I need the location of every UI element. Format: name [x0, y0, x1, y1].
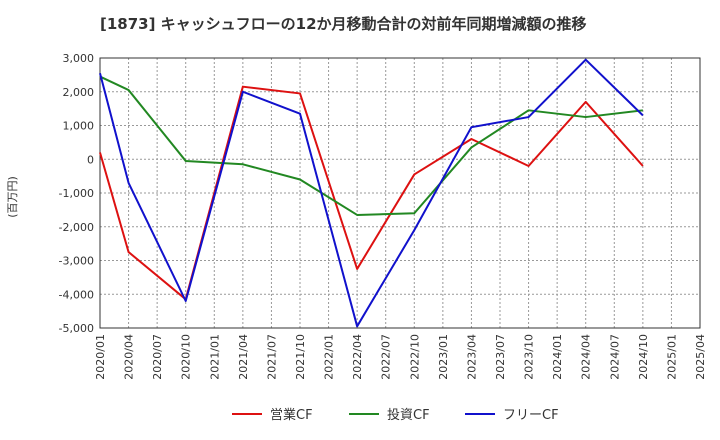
legend-label-1: 投資CF — [387, 407, 430, 423]
series-line-1 — [99, 75, 643, 216]
y-tick-label: 3,000 — [63, 52, 95, 65]
x-tick-label: 2021/04 — [237, 334, 250, 380]
x-tick-label: 2023/04 — [465, 334, 478, 380]
x-tick-label: 2020/07 — [151, 334, 164, 380]
series-line-2 — [99, 58, 644, 328]
y-axis-ticks: 3,000 2,000 1,000 0 -1,000 -2,000 -3,000 -4,000… — [59, 52, 94, 335]
y-axis-label: (百万円) — [6, 176, 19, 218]
x-tick-label: 2020/04 — [123, 334, 136, 380]
x-tick-label: 2022/07 — [380, 334, 393, 380]
y-tick-label: -1,000 — [59, 187, 94, 200]
x-tick-label: 2024/10 — [637, 334, 650, 380]
x-tick-label: 2024/07 — [608, 334, 621, 380]
x-tick-label: 2021/01 — [208, 334, 221, 380]
x-tick-label: 2022/10 — [408, 334, 421, 380]
y-tick-label: -2,000 — [59, 221, 94, 234]
x-tick-label: 2021/07 — [265, 334, 278, 380]
x-tick-label: 2021/10 — [294, 334, 307, 380]
series-line-0 — [99, 85, 644, 301]
x-axis-ticks: 2020/01 2020/04 2020/07 2020/10 2021/01 2021/… — [94, 334, 707, 380]
chart-title: [1873] キャッシュフローの12か月移動合計の対前年同期増減額の推移 — [100, 15, 587, 33]
y-tick-label: -4,000 — [59, 288, 94, 301]
x-tick-label: 2024/01 — [551, 334, 564, 380]
legend-label-0: 営業CF — [270, 407, 313, 423]
x-tick-label: 2023/10 — [523, 334, 536, 380]
x-tick-label: 2023/07 — [494, 334, 507, 380]
x-tick-label: 2022/04 — [351, 334, 364, 380]
y-tick-label: 2,000 — [63, 86, 95, 99]
x-tick-label: 2020/10 — [180, 334, 193, 380]
x-tick-label: 2020/01 — [94, 334, 107, 380]
y-tick-label: 0 — [87, 153, 94, 166]
plot-frame — [99, 57, 701, 329]
x-tick-label: 2024/04 — [580, 334, 593, 380]
x-tick-label: 2025/04 — [694, 334, 707, 380]
x-tick-label: 2023/01 — [437, 334, 450, 380]
y-tick-label: -5,000 — [59, 322, 94, 335]
series-lines — [99, 58, 644, 328]
x-tick-label: 2022/01 — [323, 334, 336, 380]
legend: 営業CF 投資CF フリーCF — [232, 407, 559, 423]
x-tick-label: 2025/01 — [665, 334, 678, 380]
legend-label-2: フリーCF — [503, 408, 559, 423]
y-tick-label: -3,000 — [59, 255, 94, 268]
y-tick-label: 1,000 — [63, 120, 95, 133]
